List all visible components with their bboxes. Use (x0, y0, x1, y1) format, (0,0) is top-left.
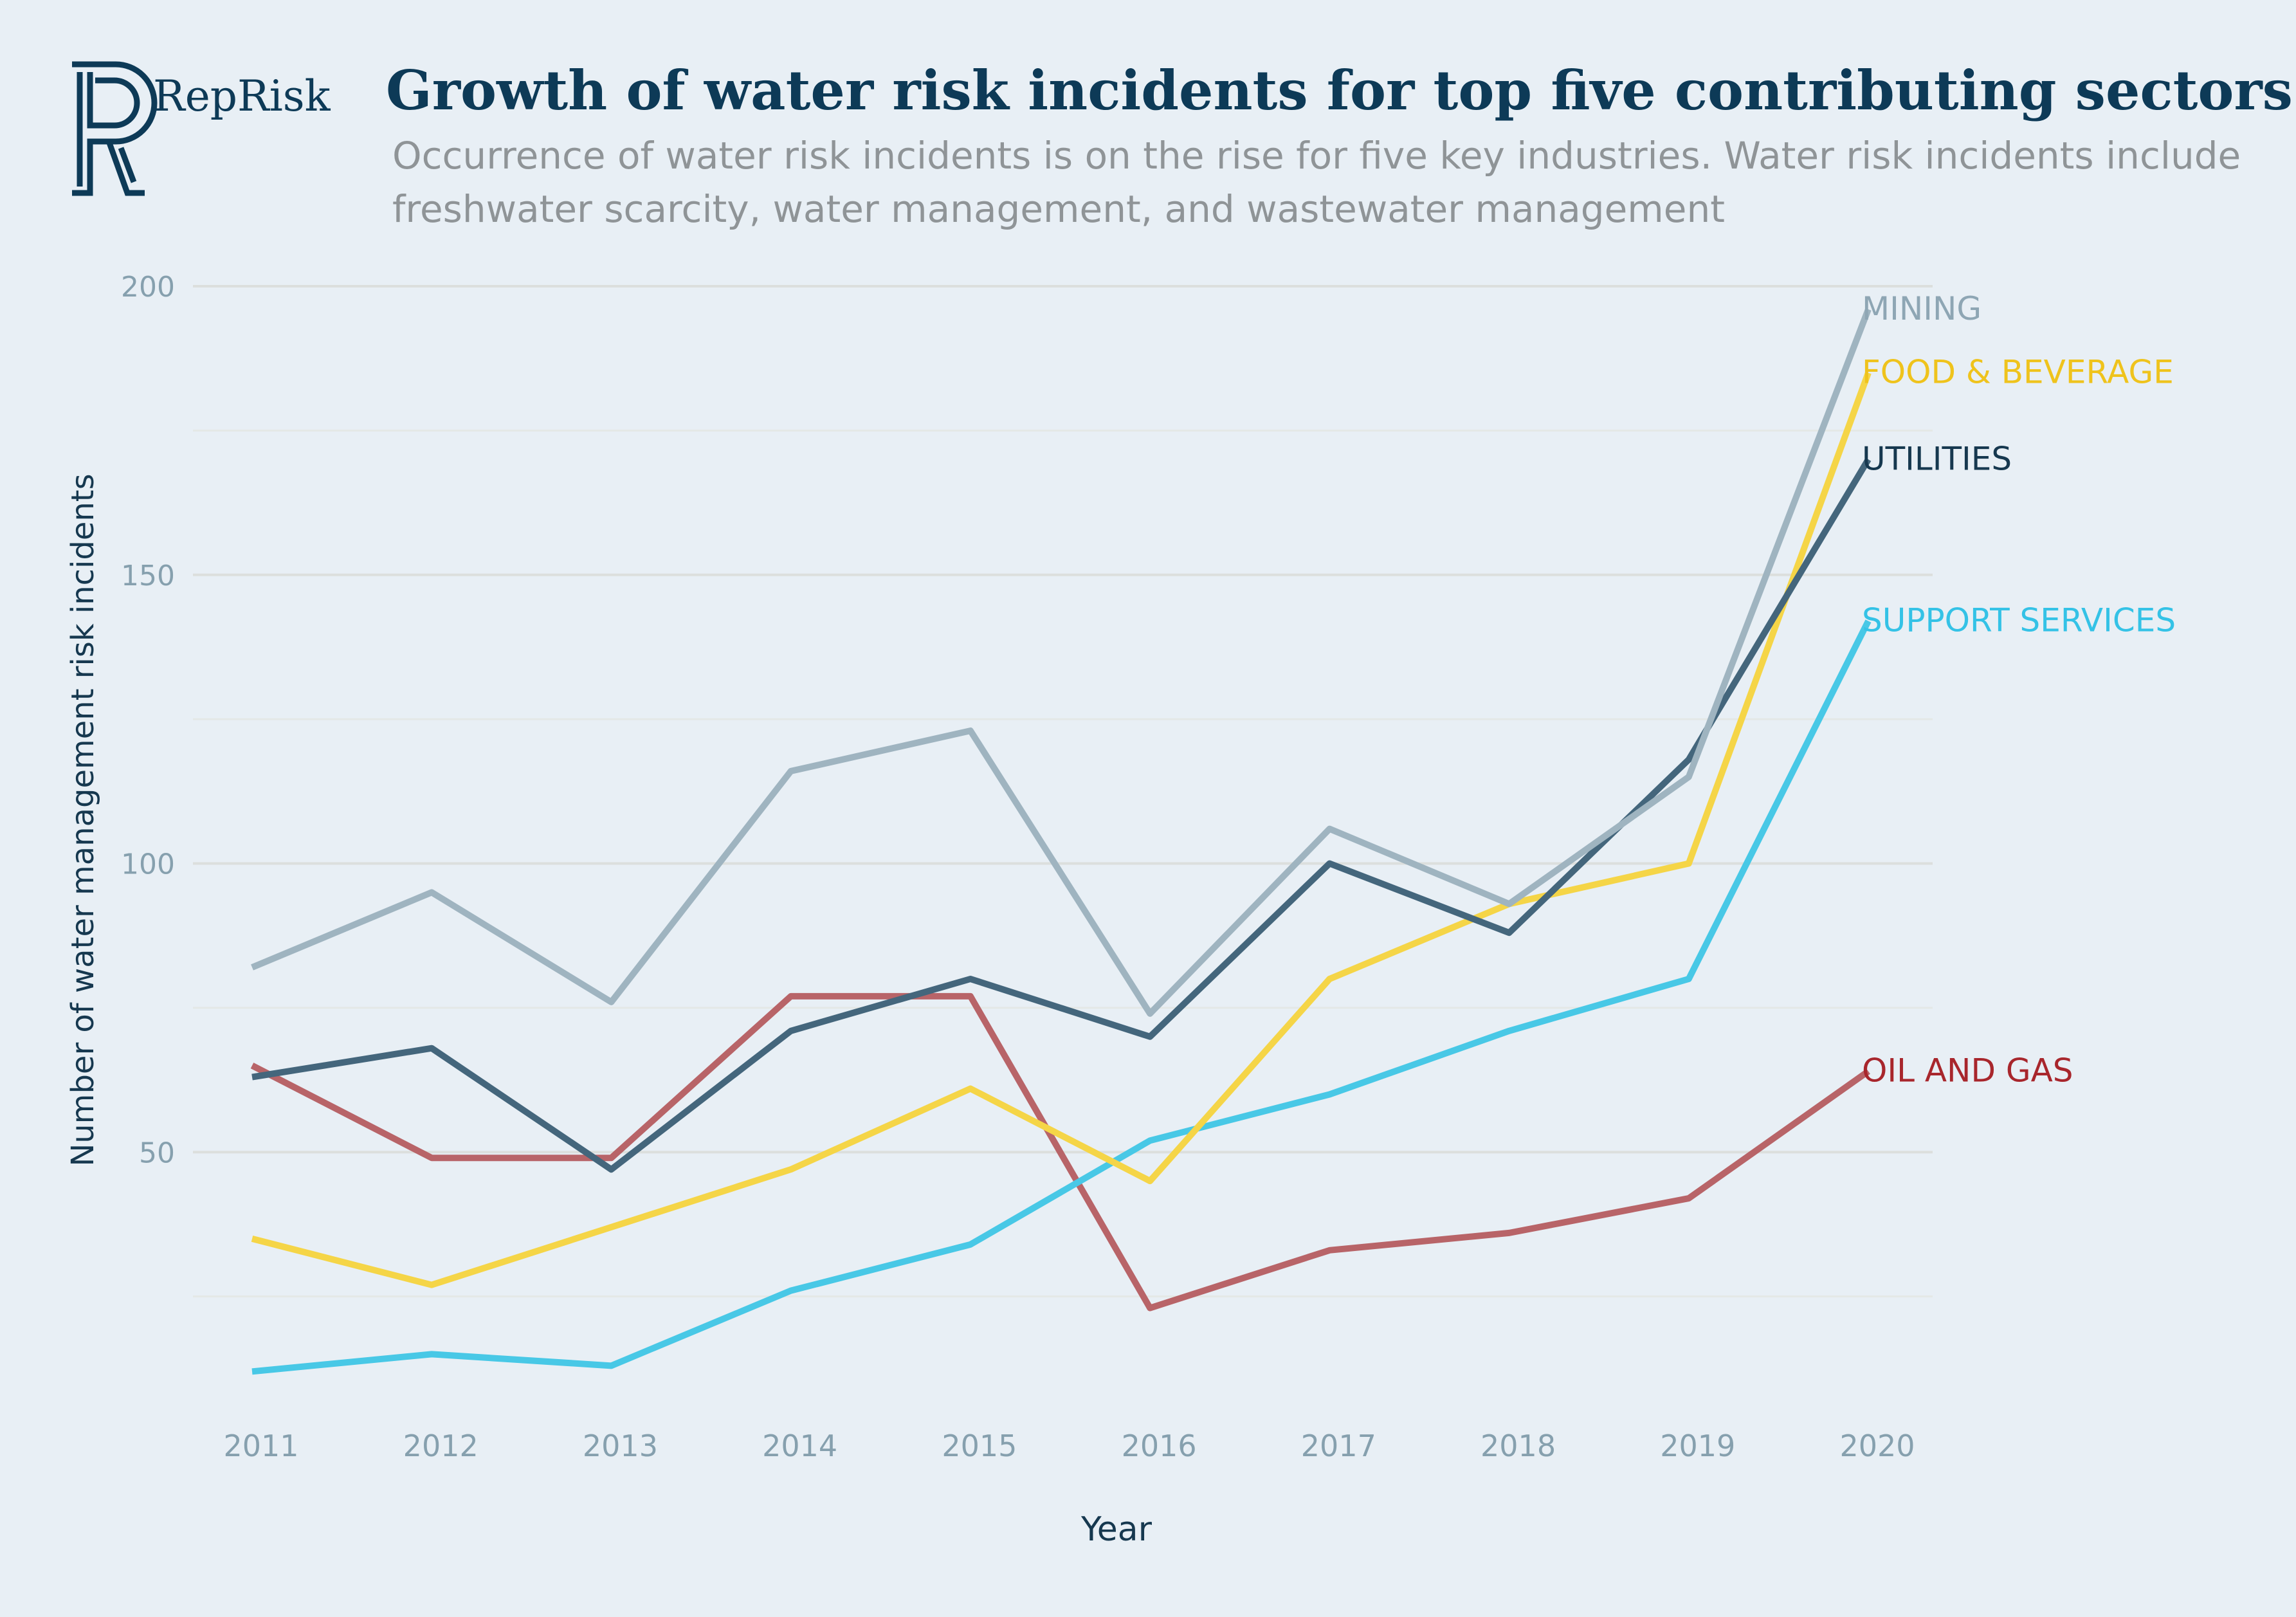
x-tick-label: 2013 (583, 1429, 658, 1463)
series-line-oil-and-gas (250, 992, 1870, 1311)
series-label: UTILITIES (1862, 440, 2012, 477)
x-axis-title: Year (1080, 1510, 1153, 1549)
x-axis-ticks: 2011 2012 2013 2014 2015 2016 2017 2018 2019 2020 (223, 1429, 1915, 1463)
y-tick-label: 200 (121, 271, 175, 304)
x-tick-label: 2014 (762, 1429, 837, 1463)
x-tick-label: 2018 (1481, 1429, 1556, 1463)
x-tick-label: 2012 (403, 1429, 478, 1463)
x-tick-label: 2019 (1660, 1429, 1735, 1463)
series-label: SUPPORT SERVICES (1862, 602, 2176, 639)
brand-name: RepRisk (153, 71, 331, 121)
chart-title: Growth of water risk incidents for top f… (386, 59, 2293, 122)
x-tick-label: 2016 (1122, 1429, 1197, 1463)
series-line-food-beverage (251, 371, 1872, 1288)
reprisk-logo: RepRisk (72, 61, 331, 196)
series-line-support-services (251, 619, 1872, 1375)
chart-subtitle-line-1: Occurrence of water risk incidents is on… (392, 134, 2241, 178)
x-tick-label: 2015 (942, 1429, 1017, 1463)
y-axis-ticks: 50 100 150 200 (121, 271, 175, 1169)
series-line-utilities (251, 457, 1872, 1173)
series-label: FOOD & BEVERAGE (1862, 354, 2174, 391)
series-label: MINING (1862, 290, 1982, 327)
series-label: OIL AND GAS (1862, 1052, 2073, 1090)
series-line-mining (251, 308, 1872, 1017)
reprisk-r-logo-icon (72, 61, 158, 196)
chart-subtitle-line-2: freshwater scarcity, water management, a… (392, 187, 1725, 231)
x-tick-label: 2011 (223, 1429, 298, 1463)
series-labels: MINING FOOD & BEVERAGE UTILITIES SUPPORT SE… (1862, 290, 2176, 1090)
y-tick-label: 150 (121, 560, 175, 592)
y-tick-label: 100 (121, 848, 175, 881)
y-axis-title: Number of water management risk incident… (65, 473, 101, 1166)
x-tick-label: 2020 (1839, 1429, 1915, 1463)
series-lines (250, 308, 1872, 1375)
y-tick-label: 50 (139, 1137, 175, 1169)
x-tick-label: 2017 (1301, 1429, 1376, 1463)
